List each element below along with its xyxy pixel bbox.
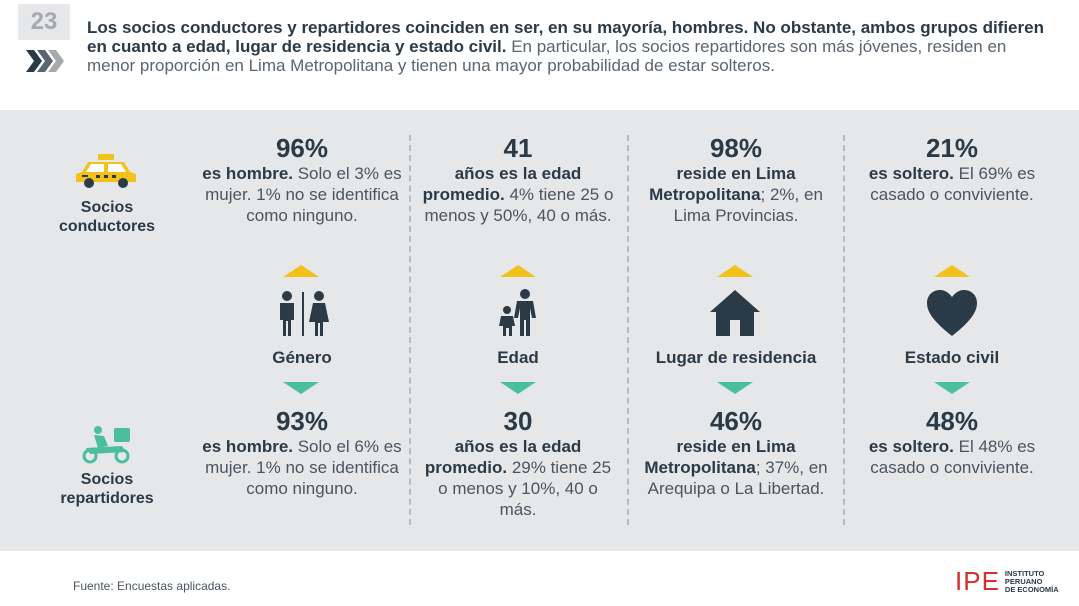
logo-line: PERUANO (1004, 576, 1043, 586)
stat-bold: reside en Lima Metropolitana (644, 437, 796, 477)
logo-subtitle: INSTITUTO PERUANO DE ECONOMÍA (1004, 568, 1059, 594)
row-label-couriers: Socios repartidores (60, 471, 154, 507)
drivers-civil-status-stat: 21% es soltero. El 69% es casado o convi… (852, 133, 1052, 205)
stat-number: 21% (925, 133, 979, 163)
stat-rest: El 48% es casado o conviviente. (870, 437, 1036, 477)
page-number: 23 (18, 4, 70, 40)
column-divider (627, 135, 629, 525)
logo-line: DE ECONOMÍA (1004, 584, 1059, 594)
stat-rest: ; 2%, en Lima Provincias. (673, 185, 823, 225)
stat-bold: es hombre. (202, 437, 293, 456)
stat-description: es soltero. El 48% es casado o convivien… (852, 436, 1052, 478)
stat-description: reside en Lima Metropolitana; 37%, en Ar… (636, 436, 836, 499)
category-label-residence: Lugar de residencia (655, 348, 817, 367)
category-label-gender: Género (272, 348, 332, 367)
stat-description: es soltero. El 69% es casado o convivien… (852, 163, 1052, 205)
triangle-down-icon (717, 382, 753, 394)
header-bold-text: Los socios conductores y repartidores co… (87, 18, 1044, 56)
couriers-age-stat: 30 años es la edad promedio. 29% tiene 2… (418, 406, 618, 520)
stat-number: 98% (709, 133, 763, 163)
drivers-age-stat: 41 años es la edad promedio. 4% tiene 25… (418, 133, 618, 226)
logo-line: INSTITUTO (1004, 568, 1045, 578)
stat-bold: años es la edad promedio. (422, 164, 582, 204)
heart-icon (927, 290, 977, 336)
stat-number: 30 (503, 406, 533, 436)
source-note: Fuente: Encuestas aplicadas. (73, 579, 231, 593)
gender-icon (280, 291, 329, 336)
stat-description: años es la edad promedio. 4% tiene 25 o … (418, 163, 618, 226)
chevron-arrows-icon (26, 50, 64, 72)
stat-number: 96% (275, 133, 329, 163)
row-label-drivers: Socios conductores (58, 199, 155, 235)
taxi-icon (76, 154, 136, 188)
triangle-up-icon (283, 265, 319, 277)
stat-rest: ; 37%, en Arequipa o La Libertad. (647, 458, 828, 498)
delivery-motorcycle-icon (82, 426, 130, 464)
category-label-civil-status: Estado civil (904, 348, 1000, 367)
triangle-down-icon (283, 382, 319, 394)
triangle-down-icon (934, 382, 970, 394)
stat-number: 48% (925, 406, 979, 436)
stat-bold: es hombre. (202, 164, 293, 183)
stat-number: 46% (709, 406, 763, 436)
column-divider (409, 135, 411, 525)
triangle-down-icon (500, 382, 536, 394)
header-light-text: En particular, los socios repartidores s… (87, 37, 1007, 75)
couriers-gender-stat: 93% es hombre. Solo el 6% es mujer. 1% n… (202, 406, 402, 499)
header-paragraph: Los socios conductores y repartidores co… (87, 18, 1047, 75)
stat-number: 41 (503, 133, 533, 163)
logo-main: IPE (955, 566, 1000, 596)
ipe-logo: IPE INSTITUTO PERUANO DE ECONOMÍA (955, 566, 1059, 597)
stat-bold: años es la edad promedio. (424, 437, 582, 477)
couriers-residence-stat: 46% reside en Lima Metropolitana; 37%, e… (636, 406, 836, 499)
stat-rest: Solo el 3% es mujer. 1% no se identifica… (205, 164, 402, 225)
stat-rest: Solo el 6% es mujer. 1% no se identifica… (205, 437, 402, 498)
triangle-up-icon (500, 265, 536, 277)
triangle-up-icon (934, 265, 970, 277)
stat-bold: reside en Lima Metropolitana (649, 164, 796, 204)
stat-number: 93% (275, 406, 329, 436)
stat-description: años es la edad promedio. 29% tiene 25 o… (418, 436, 618, 520)
stat-description: es hombre. Solo el 6% es mujer. 1% no se… (202, 436, 402, 499)
stat-bold: es soltero. (868, 164, 954, 183)
drivers-residence-stat: 98% reside en Lima Metropolitana; 2%, en… (636, 133, 836, 226)
stat-rest: El 69% es casado o conviviente. (870, 164, 1036, 204)
comparison-panel (0, 110, 1079, 551)
stat-rest: 29% tiene 25 o menos y 10%, 40 o más. (438, 458, 612, 519)
column-divider (843, 135, 845, 525)
stat-description: reside en Lima Metropolitana; 2%, en Lim… (636, 163, 836, 226)
drivers-gender-stat: 96% es hombre. Solo el 3% es mujer. 1% n… (202, 133, 402, 226)
house-icon (710, 290, 760, 336)
triangle-up-icon (717, 265, 753, 277)
stat-description: es hombre. Solo el 3% es mujer. 1% no se… (202, 163, 402, 226)
family-icon (499, 289, 536, 336)
stat-bold: es soltero. (868, 437, 954, 456)
category-label-age: Edad (497, 348, 539, 367)
stat-rest: 4% tiene 25 o menos y 50%, 40 o más. (424, 185, 614, 225)
couriers-civil-status-stat: 48% es soltero. El 48% es casado o convi… (852, 406, 1052, 478)
